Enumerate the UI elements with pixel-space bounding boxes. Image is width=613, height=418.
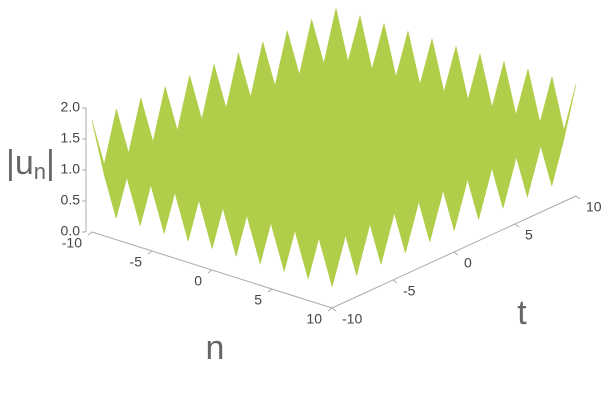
y-tick-label: 0 [464, 255, 472, 271]
y-axis-label: t [517, 294, 527, 332]
y-tick [392, 279, 398, 284]
surface-patch [539, 94, 565, 187]
surface-patch [319, 195, 345, 288]
x-tick-label: -10 [62, 235, 82, 251]
z-tick-label: 0.5 [61, 192, 81, 208]
z-label-close: | [46, 144, 55, 182]
x-tick-label: 5 [254, 292, 262, 308]
z-label-sub: n [34, 159, 46, 184]
y-tick [453, 251, 459, 256]
x-tick-label: 10 [306, 311, 322, 327]
y-tick [514, 223, 520, 228]
x-tick [267, 288, 273, 293]
z-label-main: |u [6, 144, 34, 182]
x-tick [327, 307, 333, 312]
y-tick-label: -5 [403, 283, 416, 299]
y-tick-label: -10 [342, 311, 362, 327]
x-tick [207, 269, 213, 274]
x-tick-label: -5 [130, 254, 143, 270]
z-tick-label: 1.5 [61, 130, 81, 146]
x-tick [87, 231, 93, 236]
z-axis-label: |un| [6, 144, 55, 184]
z-tick-label: 1.0 [61, 161, 81, 177]
y-tick [575, 195, 581, 200]
z-tick-label: 2.0 [61, 99, 81, 115]
y-tick [331, 307, 337, 312]
x-tick [147, 250, 153, 255]
z-tick-label: 0.0 [61, 223, 81, 239]
y-tick-label: 10 [586, 199, 602, 215]
y-tick-label: 5 [525, 227, 533, 243]
x-axis-label: n [206, 329, 225, 367]
x-tick-label: 0 [194, 273, 202, 289]
